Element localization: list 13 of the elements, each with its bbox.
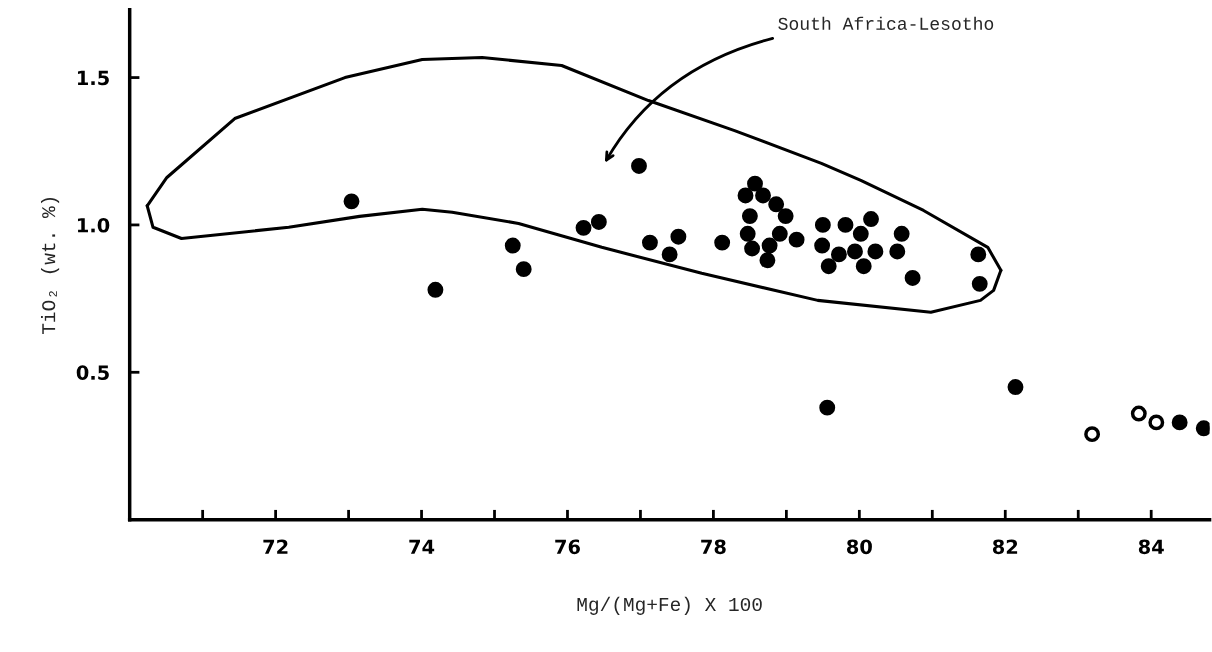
x-tick-label: 80 — [847, 539, 872, 555]
x-tick-label: 74 — [409, 539, 435, 554]
y-tick-label: 1.5 — [77, 70, 109, 86]
x-tick-label: 84 — [1138, 539, 1164, 555]
x-tick-label: 82 — [992, 539, 1018, 555]
y-axis-title: TiO₂ (wt. %) — [41, 197, 60, 335]
annotation: South Africa-Lesotho — [778, 16, 994, 30]
y-tick-label: 0.5 — [76, 365, 109, 380]
y-tick-label: 1.0 — [77, 217, 110, 233]
x-tick-label: 72 — [263, 539, 288, 554]
x-tick-label: 78 — [701, 539, 726, 555]
x-axis-title: Mg/(Mg+Fe) X 100 — [577, 596, 762, 615]
x-tick-label: 76 — [555, 539, 580, 555]
